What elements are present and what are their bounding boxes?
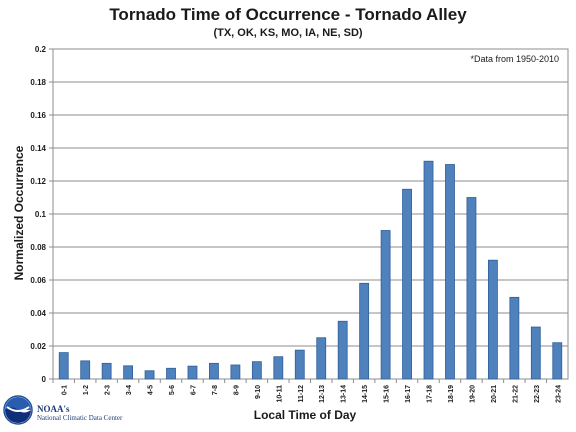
noaa-logo-icon: [3, 395, 33, 425]
y-tick-label: 0.04: [30, 309, 46, 318]
bar: [58, 352, 69, 380]
bar: [166, 367, 176, 380]
x-tick-label: 10-11: [276, 385, 283, 403]
bar: [509, 296, 520, 380]
y-tick-label: 0.2: [35, 45, 47, 54]
x-tick-label: 5-6: [169, 385, 176, 395]
x-axis-label: Local Time of Day: [254, 408, 357, 422]
bar: [101, 362, 112, 380]
x-tick-label: 17-18: [427, 385, 434, 403]
noaa-name: NOAA's: [37, 404, 70, 414]
x-tick-label: 9-10: [255, 385, 262, 399]
bar: [80, 360, 91, 380]
bar: [123, 365, 134, 380]
x-tick-label: 14-15: [362, 385, 369, 403]
y-tick-label: 0.02: [30, 342, 46, 351]
x-tick-label: 18-19: [448, 385, 455, 403]
x-tick-label: 15-16: [384, 385, 391, 403]
chart-title: Tornado Time of Occurrence - Tornado All…: [109, 5, 467, 24]
x-tick-label: 21-22: [512, 385, 519, 403]
x-tick-label: 3-4: [126, 385, 133, 395]
x-tick-label: 1-2: [83, 385, 90, 395]
bar: [530, 326, 541, 380]
bar: [487, 259, 498, 380]
x-tick-label: 16-17: [405, 385, 412, 403]
x-tick-label: 20-21: [491, 385, 498, 403]
bar: [294, 349, 305, 380]
x-tick-label: 12-13: [319, 385, 326, 403]
x-tick-label: 23-24: [555, 385, 562, 403]
x-tick-label: 2-3: [105, 385, 112, 395]
noaa-wordmark: NOAA's National Climatic Data Center: [37, 405, 122, 423]
bar: [316, 337, 327, 380]
bar: [552, 342, 563, 380]
noaa-center-name: National Climatic Data Center: [37, 414, 123, 422]
bar: [209, 362, 219, 380]
x-tick-label: 22-23: [534, 385, 541, 403]
y-tick-label: 0.12: [30, 177, 46, 186]
bar: [445, 164, 455, 380]
y-tick-label: 0.16: [30, 111, 46, 120]
axes: 0 0.02 0.04 0.06 0.08 0.1 0.12 0.14 0.16 0.18 0.2 0…: [30, 45, 562, 403]
bar: [251, 361, 262, 380]
bar: [359, 282, 370, 380]
x-tick-label: 8-9: [233, 385, 240, 395]
bar: [187, 365, 198, 380]
bar: [466, 197, 477, 380]
x-tick-label: 6-7: [190, 385, 197, 395]
y-tick-label: 0: [42, 375, 47, 384]
x-tick-label: 13-14: [341, 385, 348, 403]
chart-subtitle: (TX, OK, KS, MO, IA, NE, SD): [213, 27, 363, 39]
bar: [337, 320, 348, 380]
bar: [423, 160, 434, 380]
x-tick-label: 0-1: [62, 385, 69, 395]
bar: [144, 370, 155, 380]
y-tick-label: 0.06: [30, 276, 46, 285]
y-axis-label: Normalized Occurrence: [12, 145, 26, 280]
bar: [230, 364, 241, 380]
bars: [58, 160, 563, 380]
y-tick-label: 0.08: [30, 243, 46, 252]
x-tick-label: 11-12: [298, 385, 305, 403]
x-tick-label: 19-20: [469, 385, 476, 403]
y-tick-label: 0.14: [30, 144, 46, 153]
x-tick-label: 4-5: [148, 385, 155, 395]
y-tick-label: 0.18: [30, 78, 46, 87]
data-source-note: *Data from 1950-2010: [470, 54, 559, 64]
y-tick-label: 0.1: [35, 210, 47, 219]
bar: [402, 188, 412, 380]
bar: [273, 356, 284, 380]
x-tick-label: 7-8: [212, 385, 219, 395]
bar: [380, 230, 391, 380]
